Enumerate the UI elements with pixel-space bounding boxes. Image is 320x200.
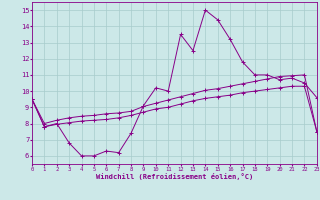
X-axis label: Windchill (Refroidissement éolien,°C): Windchill (Refroidissement éolien,°C) bbox=[96, 173, 253, 180]
